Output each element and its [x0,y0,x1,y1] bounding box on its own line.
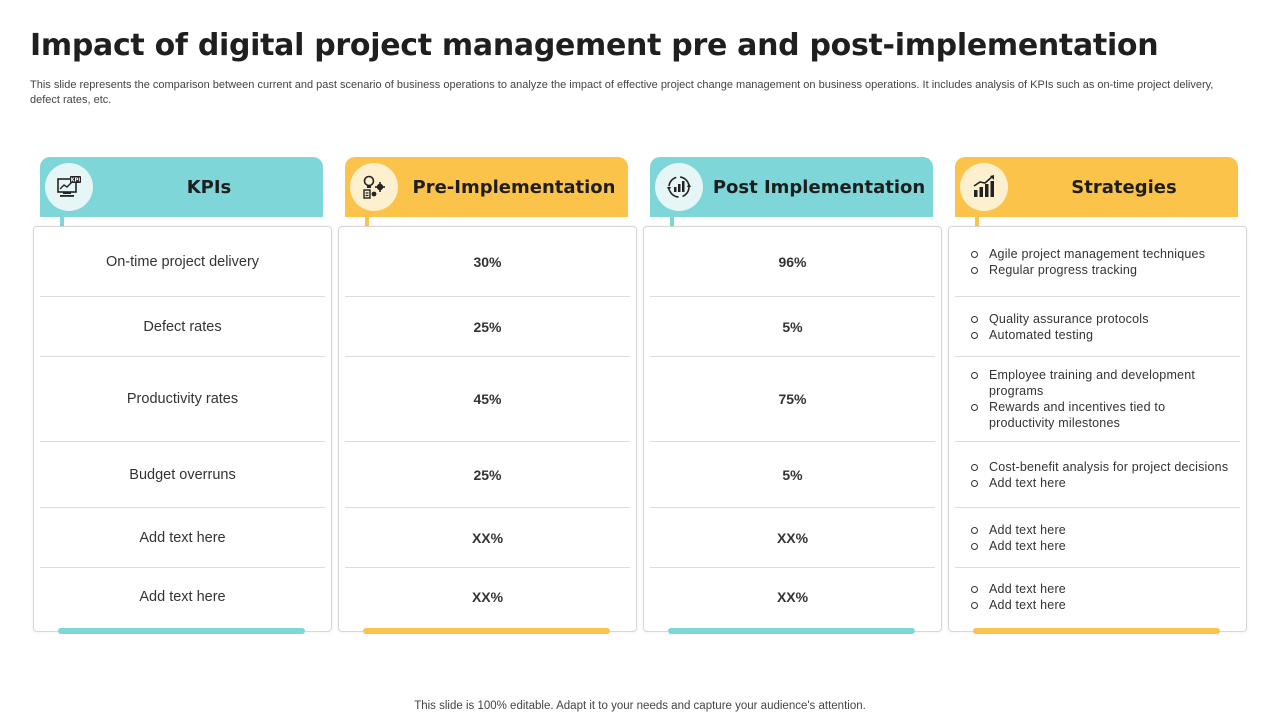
strategy-list: Add text here Add text here [955,522,1066,554]
value-cell: 25% [345,442,630,508]
footer-note: This slide is 100% editable. Adapt it to… [414,700,866,712]
value-cell: XX% [471,589,504,605]
strategy-cell: Agile project management techniques Regu… [955,227,1240,297]
strategy-list: Add text here Add text here [955,581,1066,613]
strategy-item: Automated testing [971,327,1149,343]
column-kpis: KPI KPIs On-time project delivery Defect… [33,157,338,637]
kpi-cell: Add text here [139,589,226,605]
strategy-item: Add text here [971,522,1066,538]
kpi-cell: Defect rates [40,297,325,357]
strategy-list: Quality assurance protocols Automated te… [955,311,1149,343]
page-subtitle: This slide represents the comparison bet… [30,79,1214,106]
strategy-cell: Add text here Add text here [955,568,1240,626]
column-header: Strategies [955,157,1238,217]
column-header-label: Strategies [1071,176,1177,198]
column-strategies: Strategies Agile project management tech… [948,157,1253,637]
column-header-label: Pre-Implementation [412,176,616,198]
column-header: Post Implementation [650,157,933,217]
strategy-item: Add text here [971,597,1066,613]
value-cell: 45% [345,357,630,442]
strategy-cell: Employee training and development progra… [955,357,1240,442]
strategy-cell: Cost-benefit analysis for project decisi… [955,442,1240,508]
kpi-monitor-icon: KPI [45,163,93,211]
strategy-cell: Quality assurance protocols Automated te… [955,297,1240,357]
column-header-label: Post Implementation [712,176,926,198]
value-cell: XX% [345,508,630,568]
strategy-item: Add text here [971,475,1228,491]
connector-pin [365,217,369,231]
strategy-list: Employee training and development progra… [955,367,1201,431]
value-cell: 30% [345,227,630,297]
strategy-item: Regular progress tracking [971,262,1205,278]
value-cell: 25% [345,297,630,357]
column-header: KPI KPIs [40,157,323,217]
value-cell: XX% [650,508,935,568]
column-header: Pre-Implementation [345,157,628,217]
page-title: Impact of digital project management pre… [30,28,1159,63]
strategy-item: Add text here [971,581,1066,597]
strategy-item: Agile project management techniques [971,246,1205,262]
connector-pin [975,217,979,231]
column-accent-bar [58,628,305,634]
column-body: Agile project management techniques Regu… [948,226,1247,632]
process-cycle-icon [655,163,703,211]
column-post-implementation: Post Implementation 96% 5% 75% 5% XX% XX… [643,157,948,637]
column-body: On-time project delivery Defect rates Pr… [33,226,332,632]
column-body: 96% 5% 75% 5% XX% XX% [643,226,942,632]
strategy-list: Cost-benefit analysis for project decisi… [955,459,1228,491]
column-pre-implementation: Pre-Implementation 30% 25% 45% 25% XX% X… [338,157,643,637]
column-accent-bar [668,628,915,634]
column-body: 30% 25% 45% 25% XX% XX% [338,226,637,632]
kpi-cell: Add text here [40,508,325,568]
kpi-cell: On-time project delivery [40,227,325,297]
value-cell: 75% [650,357,935,442]
value-cell: XX% [776,589,809,605]
column-accent-bar [363,628,610,634]
connector-pin [670,217,674,231]
column-header-label: KPIs [186,176,232,198]
idea-gears-icon [350,163,398,211]
growth-chart-icon [960,163,1008,211]
strategy-cell: Add text here Add text here [955,508,1240,568]
svg-text:KPI: KPI [71,178,81,184]
value-cell: 5% [650,442,935,508]
kpi-cell: Productivity rates [40,357,325,442]
strategy-item: Rewards and incentives tied to productiv… [971,399,1201,431]
value-cell: 96% [650,227,935,297]
strategy-item: Employee training and development progra… [971,367,1201,399]
kpi-cell: Budget overruns [40,442,325,508]
strategy-item: Cost-benefit analysis for project decisi… [971,459,1228,475]
strategy-list: Agile project management techniques Regu… [955,246,1205,278]
value-cell: 5% [650,297,935,357]
column-accent-bar [973,628,1220,634]
strategy-item: Add text here [971,538,1066,554]
connector-pin [60,217,64,231]
strategy-item: Quality assurance protocols [971,311,1149,327]
